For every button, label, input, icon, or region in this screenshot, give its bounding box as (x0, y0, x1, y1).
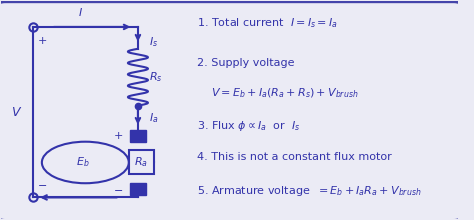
Bar (130, 130, 146, 142)
Text: $I_a$: $I_a$ (149, 111, 159, 125)
Text: $I_s$: $I_s$ (149, 35, 158, 49)
Text: $V = E_b + I_a(R_a + R_s) + V_{brush}$: $V = E_b + I_a(R_a + R_s) + V_{brush}$ (211, 86, 359, 100)
Text: $R_a$: $R_a$ (135, 156, 148, 169)
Text: $R_s$: $R_s$ (149, 70, 163, 84)
Text: $V$: $V$ (11, 106, 22, 119)
Bar (130, 183, 146, 195)
Text: 5. Armature voltage  $= E_b + I_a R_a + V_{brush}$: 5. Armature voltage $= E_b + I_a R_a + V… (197, 184, 422, 198)
Text: $-$: $-$ (113, 184, 124, 194)
Text: 1. Total current  $I = I_s = I_a$: 1. Total current $I = I_s = I_a$ (197, 16, 338, 30)
Text: 4. This is not a constant flux motor: 4. This is not a constant flux motor (197, 152, 392, 161)
Text: $+$: $+$ (37, 35, 47, 46)
Text: $+$: $+$ (113, 130, 124, 141)
Text: 3. Flux $\phi \propto I_a$  or  $I_s$: 3. Flux $\phi \propto I_a$ or $I_s$ (197, 119, 301, 133)
Text: $-$: $-$ (37, 179, 47, 189)
FancyBboxPatch shape (129, 150, 154, 174)
FancyBboxPatch shape (0, 2, 460, 220)
Circle shape (42, 142, 129, 183)
Text: $E_b$: $E_b$ (76, 156, 90, 169)
Text: $I$: $I$ (78, 6, 83, 18)
Text: 2. Supply voltage: 2. Supply voltage (197, 58, 295, 68)
